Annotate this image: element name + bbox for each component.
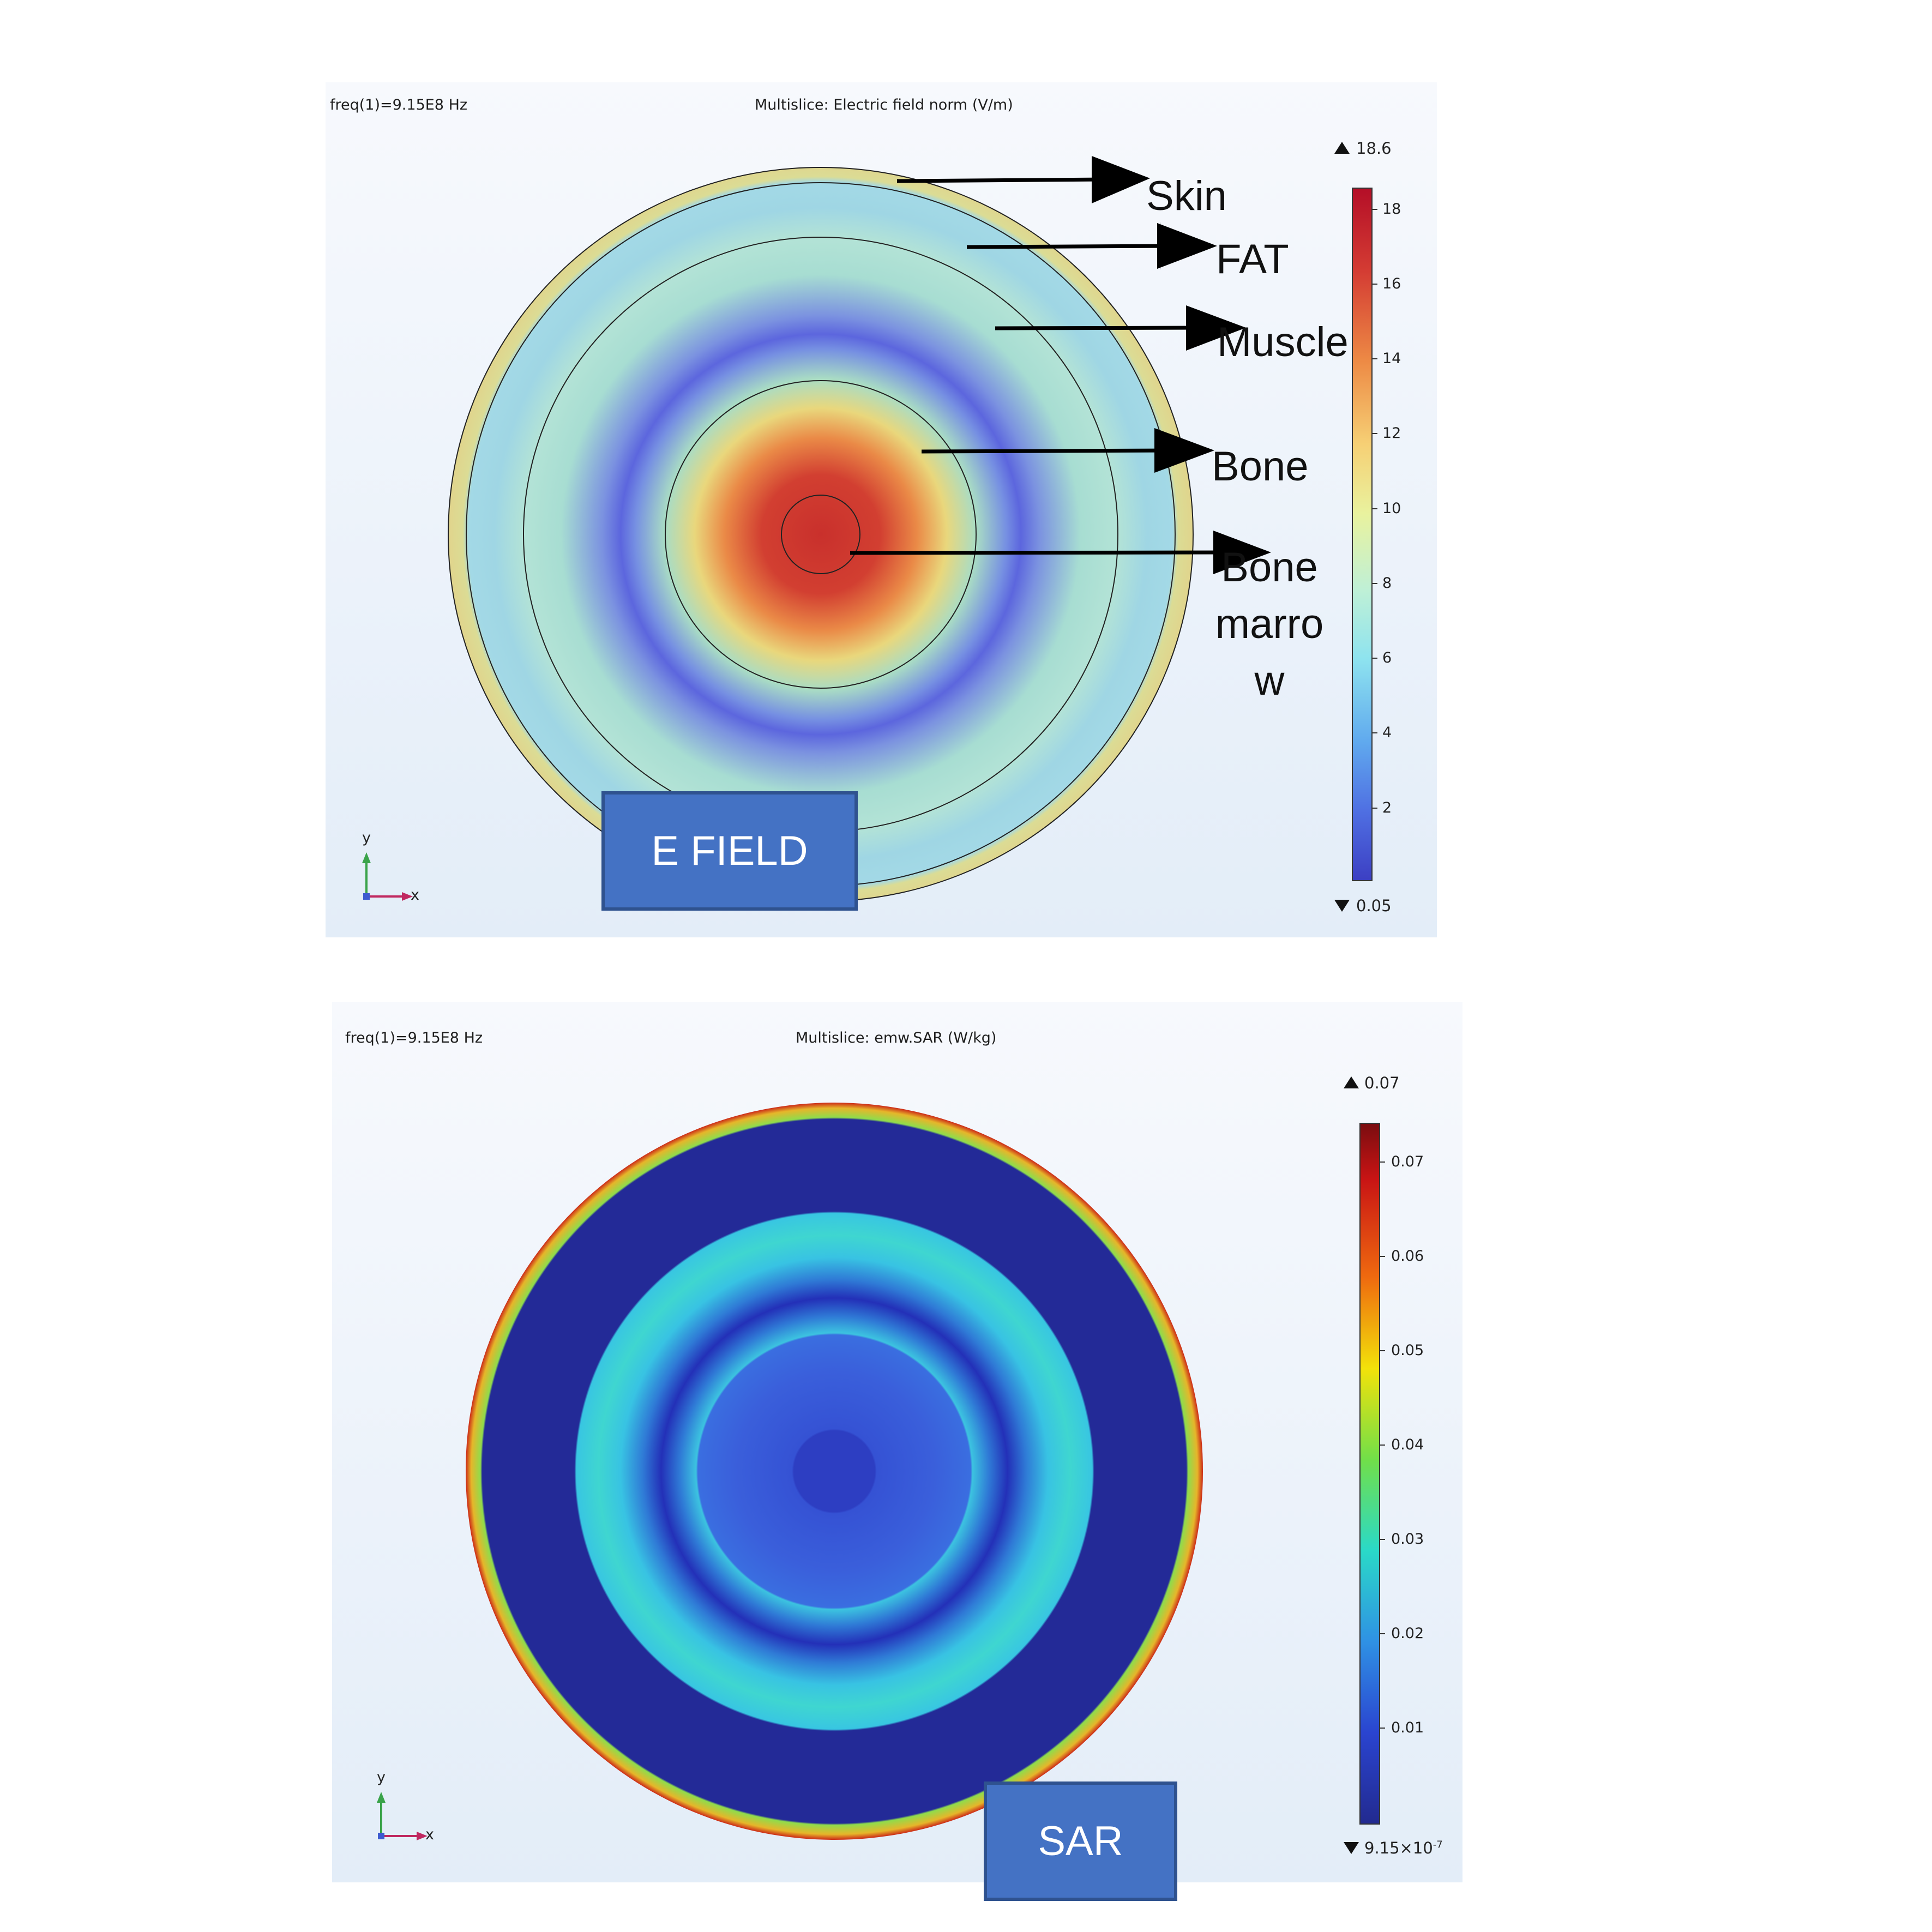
efield-graphics	[362, 142, 1377, 912]
y-axis-letter: y	[362, 829, 371, 846]
colorbar-tick: 10	[1382, 500, 1401, 517]
sar-graphics	[377, 1076, 1385, 1854]
sar-plot-panel: freq(1)=9.15E8 Hz Multislice: emw.SAR (W…	[332, 1002, 1462, 1901]
skin-label: Skin	[1146, 173, 1227, 219]
colorbar-tick: 0.02	[1391, 1625, 1424, 1642]
x-axis-letter: x	[411, 887, 419, 904]
colorbar-min-label: 9.15×10-7	[1364, 1839, 1443, 1857]
colorbar-tick: 18	[1382, 201, 1401, 218]
colorbar-min-base: 9.15×10	[1364, 1839, 1433, 1857]
sar-marrow-disk	[794, 1431, 875, 1512]
muscle-label: Muscle	[1217, 319, 1349, 365]
colorbar-min-exponent: -7	[1433, 1839, 1443, 1851]
sar-colorbar	[1359, 1123, 1380, 1825]
colorbar-tick: 0.04	[1391, 1436, 1424, 1453]
colorbar-tick: 0.07	[1391, 1153, 1424, 1170]
efield-plot-panel: freq(1)=9.15E8 Hz Multislice: Electric f…	[326, 82, 1437, 937]
plot-title: Multislice: Electric field norm (V/m)	[755, 97, 1013, 113]
colorbar-tick: 8	[1382, 575, 1392, 592]
efield-colorbar	[1352, 188, 1373, 881]
colorbar-max-label: 18.6	[1356, 139, 1392, 158]
plot-title: Multislice: emw.SAR (W/kg)	[796, 1030, 997, 1046]
colorbar-tick: 14	[1382, 350, 1401, 367]
y-axis-letter: y	[377, 1769, 386, 1786]
axis-triad	[377, 1792, 428, 1840]
colorbar-tick: 0.05	[1391, 1342, 1424, 1359]
colorbar-tick: 0.06	[1391, 1248, 1424, 1265]
colorbar-min-label: 0.05	[1356, 896, 1392, 915]
fat-label: FAT	[1216, 236, 1289, 282]
bone-label: Bone	[1212, 443, 1309, 490]
colorbar-tick: 4	[1382, 724, 1392, 741]
colorbar-tick: 12	[1382, 425, 1401, 442]
efield-label-box: E FIELD	[601, 791, 858, 911]
colorbar-tick: 0.01	[1391, 1719, 1424, 1736]
frequency-label: freq(1)=9.15E8 Hz	[330, 97, 468, 113]
frequency-label: freq(1)=9.15E8 Hz	[345, 1030, 483, 1046]
tissue-arrows	[850, 156, 1271, 574]
sar-label-box: SAR	[984, 1781, 1177, 1901]
bone-marrow-label: Bone marro w	[1215, 544, 1324, 704]
marrow-boundary	[781, 495, 860, 574]
x-axis-letter: x	[425, 1826, 434, 1843]
colorbar-tick: 16	[1382, 275, 1401, 292]
colorbar-tick: 6	[1382, 649, 1392, 666]
axis-triad	[362, 852, 413, 901]
colorbar-max-label: 0.07	[1364, 1074, 1400, 1092]
colorbar-tick: 2	[1382, 799, 1392, 816]
colorbar-tick: 0.03	[1391, 1531, 1424, 1548]
bone-boundary	[665, 380, 977, 689]
